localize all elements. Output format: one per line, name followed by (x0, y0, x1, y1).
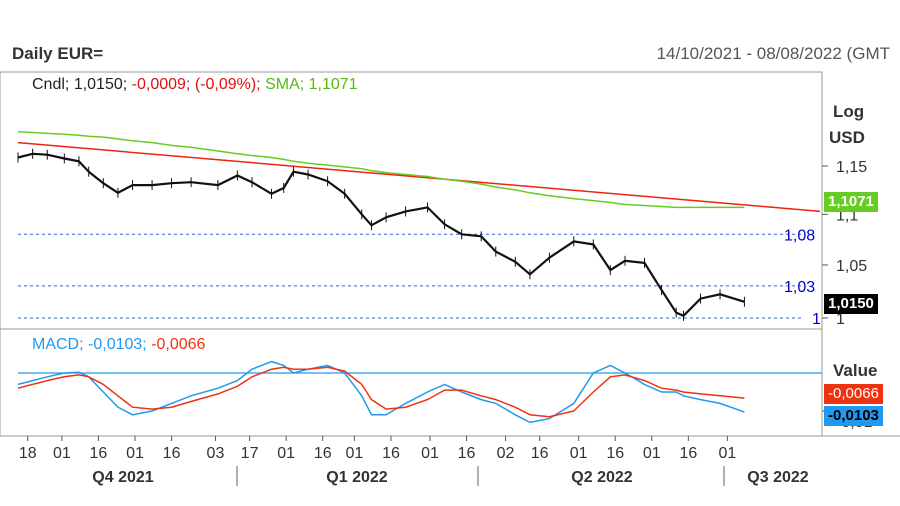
price-tick-label-0: 1,15 (836, 159, 867, 176)
x-tick-label-8: 16 (314, 445, 332, 462)
date-range: 14/10/2021 - 08/08/2022 (GMT (656, 44, 890, 63)
x-tick-label-16: 16 (606, 445, 624, 462)
price-tick-label-2: 1,05 (836, 258, 867, 275)
sma-value: 1,1071 (308, 76, 358, 93)
x-tick-label-15: 01 (570, 445, 588, 462)
x-tick-label-18: 16 (679, 445, 697, 462)
macd-legend: MACD; -0,0103; -0,0066 (32, 336, 205, 354)
x-tick-label-9: 01 (346, 445, 364, 462)
x-tick-label-10: 16 (382, 445, 400, 462)
sma-price-tag: 1,1071 (824, 192, 878, 212)
x-tick-label-3: 01 (126, 445, 144, 462)
macd-tag: -0,0103 (824, 406, 883, 426)
signal-line (17, 366, 745, 418)
x-tick-label-7: 01 (277, 445, 295, 462)
x-tick-label-4: 16 (163, 445, 181, 462)
cndl-label: Cndl; (32, 76, 70, 93)
price-axis-unit: USD (829, 128, 865, 147)
level-label-2: 1 (812, 311, 821, 328)
cndl-change-pct: (-0,09%); (194, 76, 261, 93)
x-tick-label-5: 03 (207, 445, 225, 462)
level-label-1: 1,03 (784, 279, 815, 296)
x-tick-label-12: 16 (458, 445, 476, 462)
level-label-0: 1,08 (784, 227, 815, 244)
x-tick-label-13: 02 (497, 445, 515, 462)
signal-value: -0,0066 (151, 336, 206, 353)
x-tick-label-0: 18 (19, 445, 37, 462)
x-tick-label-17: 01 (643, 445, 661, 462)
x-tick-label-6: 17 (241, 445, 259, 462)
signal-tag: -0,0066 (824, 384, 883, 404)
quarter-label-3: Q3 2022 (747, 469, 808, 486)
x-tick-label-14: 16 (531, 445, 549, 462)
price-tick-label-3: 1 (836, 311, 845, 328)
sma-line (17, 130, 745, 209)
quarter-label-0: Q4 2021 (92, 469, 153, 486)
macd-line (17, 360, 745, 424)
last-price-tag: 1,0150 (824, 294, 878, 314)
x-tick-label-11: 01 (421, 445, 439, 462)
macd-label: MACD; (32, 336, 84, 353)
trend-line (17, 141, 821, 213)
chart-title: Daily EUR= (12, 44, 104, 63)
macd-axis-title: Value (833, 361, 878, 380)
macd-value: -0,0103; (88, 336, 147, 353)
price-axis-scale: Log (833, 102, 865, 121)
price-line (17, 152, 745, 318)
x-tick-label-19: 01 (718, 445, 736, 462)
quarter-label-2: Q2 2022 (571, 469, 632, 486)
x-tick-label-1: 01 (53, 445, 71, 462)
cndl-change: -0,0009; (131, 76, 191, 93)
x-tick-label-2: 16 (90, 445, 108, 462)
cndl-value: 1,0150; (73, 76, 128, 93)
quarter-label-1: Q1 2022 (326, 469, 387, 486)
plot-frame (0, 71, 823, 437)
sma-label: SMA; (265, 76, 305, 93)
price-legend: Cndl; 1,0150; -0,0009; (-0,09%); SMA; 1,… (32, 76, 358, 94)
